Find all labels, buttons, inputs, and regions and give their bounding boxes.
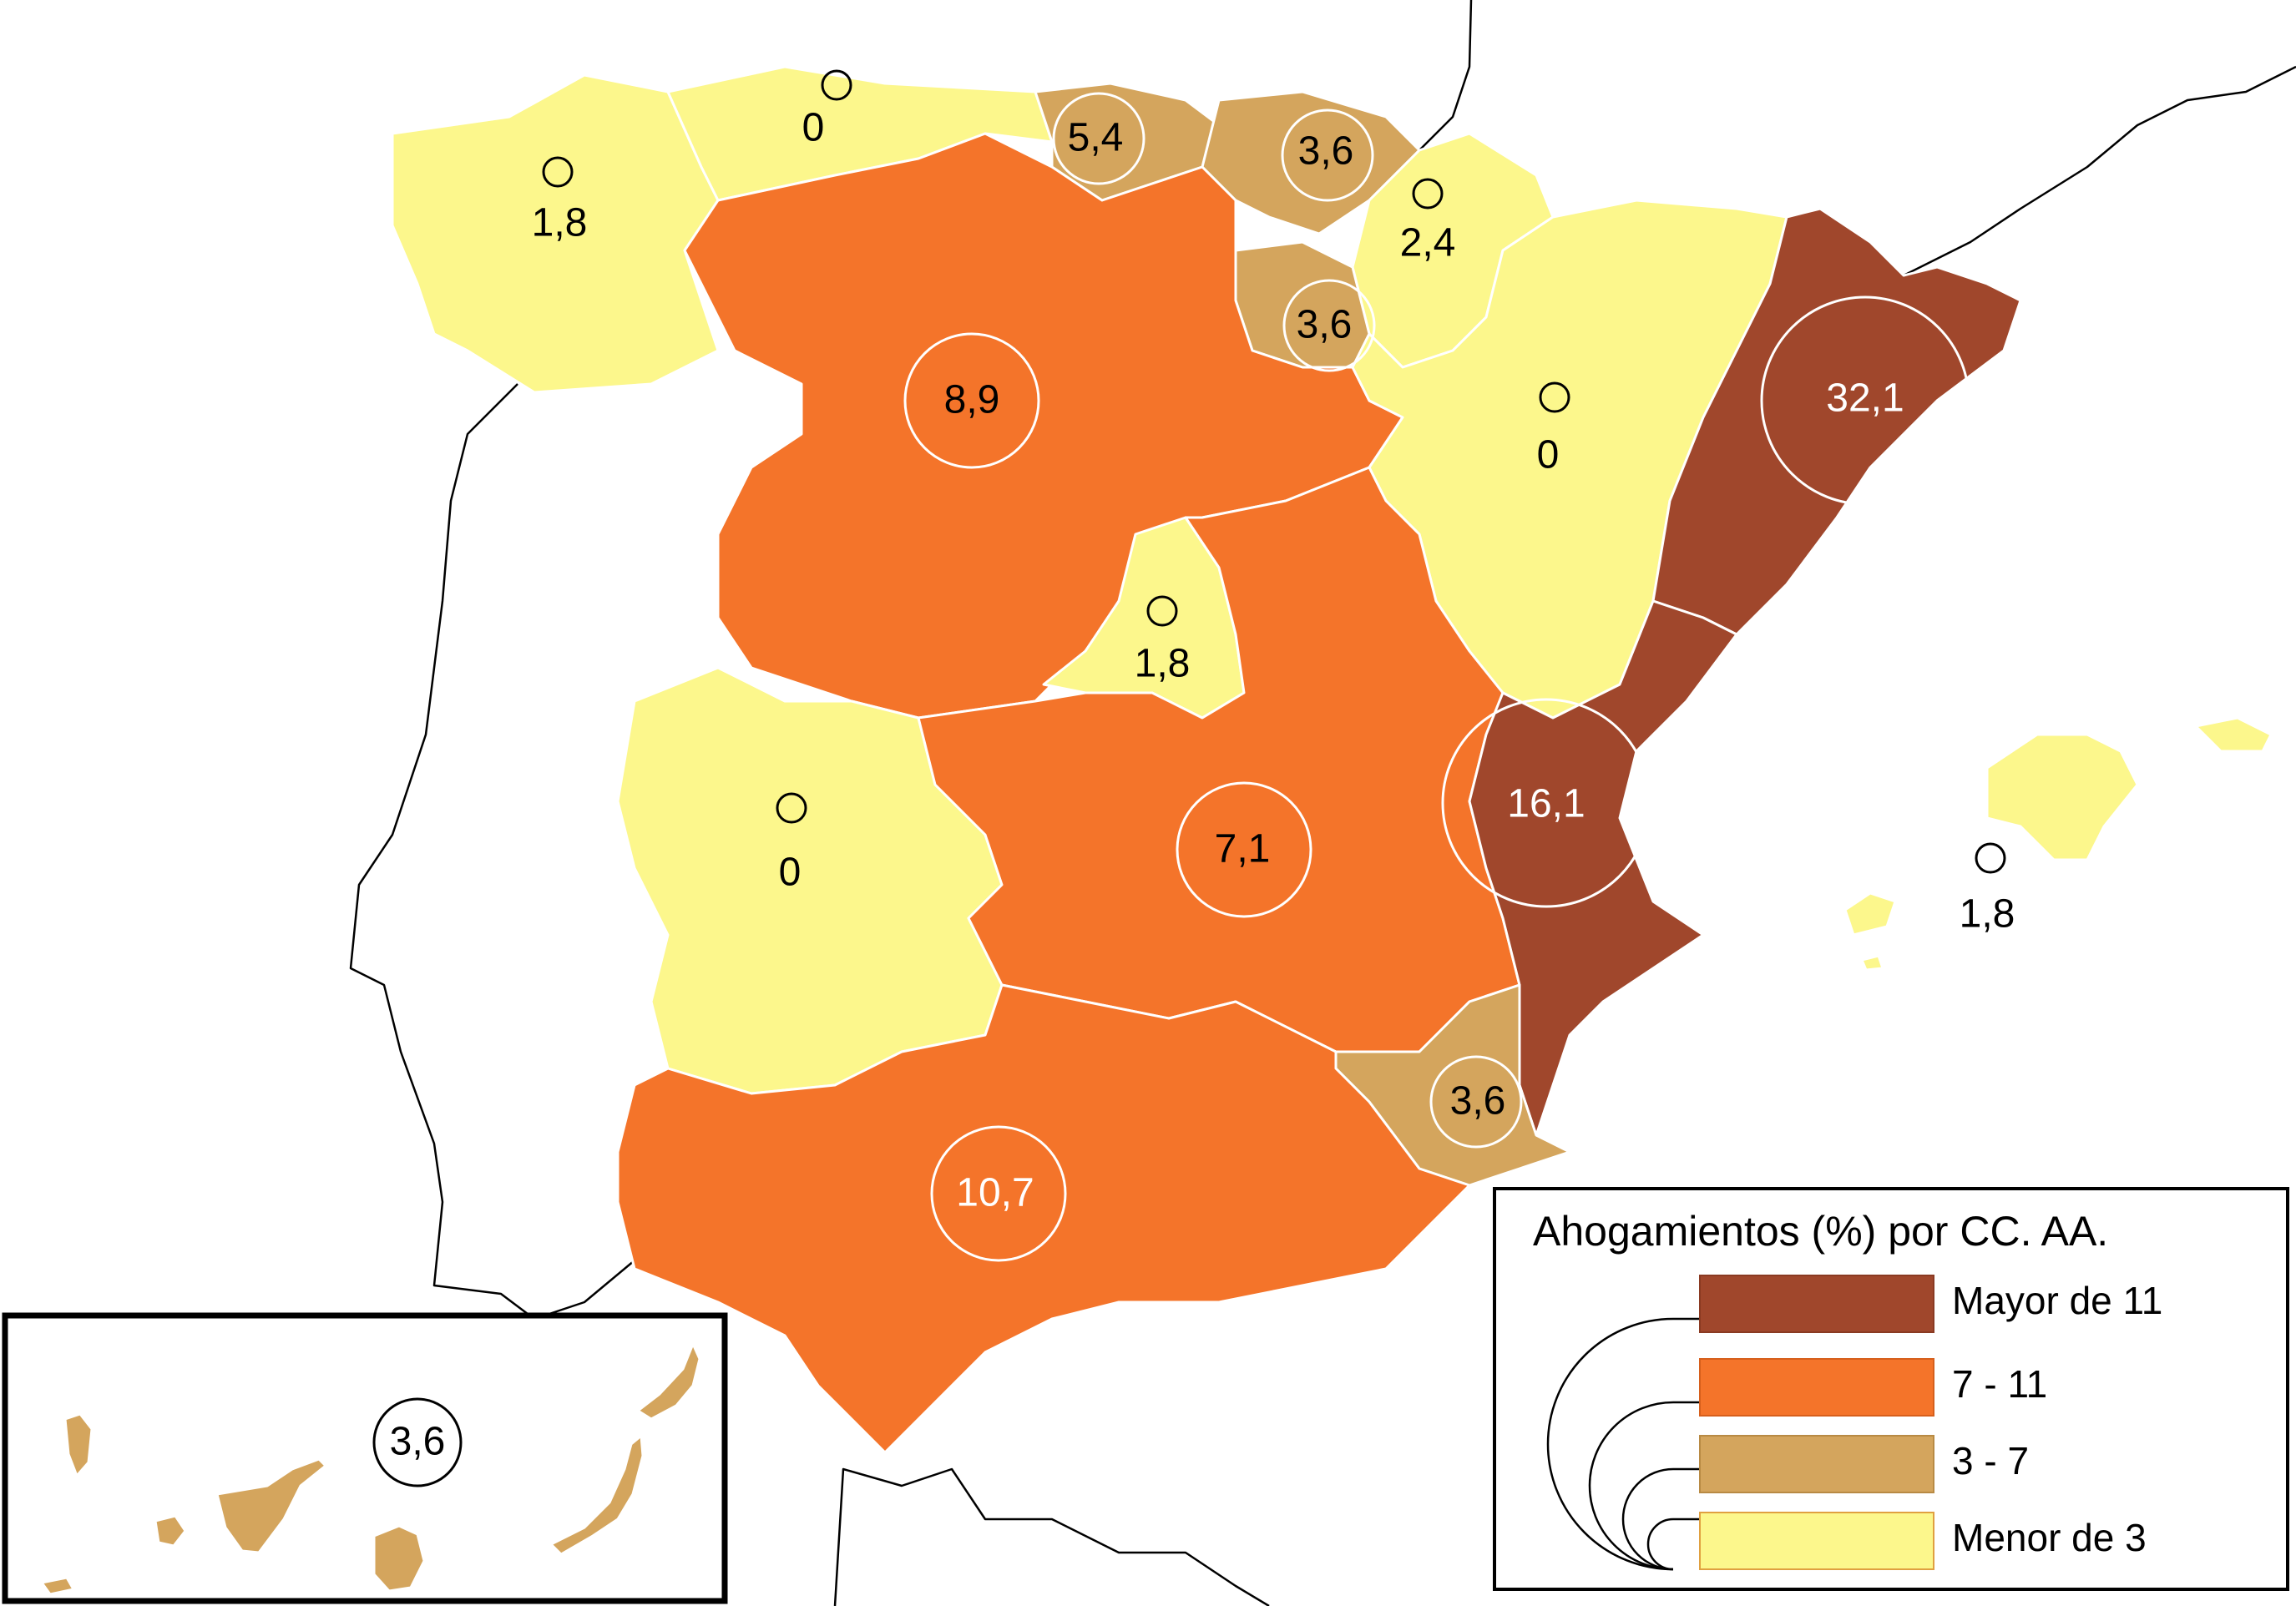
legend-label-menor-de-3: Menor de 3: [1952, 1516, 2147, 1559]
value-castilla-y-leon: 8,9: [944, 378, 1000, 422]
legend-scale-circle-largest: [1546, 1317, 1674, 1571]
morocco-coast-outline: [833, 1467, 1270, 1606]
value-murcia: 3,6: [1450, 1079, 1506, 1124]
value-extremadura: 0: [779, 851, 802, 895]
circle-aragon: [1539, 381, 1570, 413]
legend-title: Ahogamientos (%) por CC. AA.: [1533, 1208, 2108, 1255]
value-cantabria: 5,4: [1068, 116, 1124, 160]
circle-valencia: [1441, 698, 1651, 908]
value-cataluna: 32,1: [1826, 376, 1904, 421]
region-baleares-mallorca: [1985, 733, 2139, 861]
legend-scale-circle-medium: [1621, 1467, 1674, 1571]
region-baleares-menorca: [2194, 716, 2273, 753]
circle-navarra: [1412, 178, 1444, 210]
region-andalucia: [616, 983, 1471, 1454]
value-madrid: 1,8: [1135, 642, 1191, 686]
legend-scale-circle-small: [1646, 1518, 1674, 1571]
region-baleares-formentera: [1860, 954, 1884, 972]
circle-pais-vasco: [1281, 109, 1374, 202]
circle-murcia: [1429, 1055, 1523, 1149]
region-baleares-ibiza: [1843, 891, 1897, 937]
circle-la-rioja: [1282, 279, 1376, 372]
value-asturias: 0: [802, 106, 825, 150]
value-baleares: 1,8: [1960, 892, 2015, 937]
canarias-island-la-gomera: [154, 1514, 187, 1548]
regions: [391, 65, 2273, 1454]
canarias-inset-frame: [2, 1312, 728, 1604]
value-castilla-la-mancha: 7,1: [1215, 827, 1271, 871]
circle-castilla-la-mancha: [1176, 781, 1312, 918]
proportional-circles: [542, 69, 2006, 1262]
region-valencia: [1468, 599, 1738, 1137]
legend-swatch-menor-de-3: [1699, 1512, 1934, 1570]
value-canarias: 3,6: [390, 1420, 446, 1464]
circle-extremadura: [776, 792, 807, 824]
portugal-coast-outline: [349, 383, 635, 1321]
coastline: [349, 0, 2296, 1606]
canarias-inset: 3,6: [2, 1312, 728, 1604]
value-galicia: 1,8: [532, 201, 588, 245]
legend-swatch-3-7: [1699, 1435, 1934, 1493]
canarias-island-tenerife: [215, 1457, 327, 1554]
circle-galicia: [542, 156, 574, 188]
region-galicia: [391, 73, 720, 394]
value-aragon: 0: [1537, 433, 1560, 477]
value-navarra: 2,4: [1400, 221, 1456, 265]
canarias-island-la-palma: [63, 1412, 94, 1477]
circle-cantabria: [1052, 92, 1145, 185]
circle-madrid: [1146, 595, 1178, 627]
canarias-island-fuerteventura: [549, 1434, 645, 1556]
legend-scale-circle-large: [1588, 1401, 1674, 1571]
canarias-island-gran-canaria: [372, 1524, 426, 1593]
circle-baleares: [1975, 842, 2006, 874]
value-valencia: 16,1: [1507, 782, 1585, 826]
legend-label-mayor-de-11: Mayor de 11: [1952, 1279, 2162, 1322]
circle-andalucia: [930, 1125, 1067, 1262]
value-la-rioja: 3,6: [1297, 303, 1353, 347]
canarias-island-lanzarote: [636, 1342, 701, 1421]
legend-label-7-11: 7 - 11: [1952, 1362, 2047, 1406]
legend-circle-scale: [1546, 1317, 1700, 1571]
canarias-island-el-hierro: [40, 1576, 75, 1596]
legend-swatch-7-11: [1699, 1358, 1934, 1417]
legend: Ahogamientos (%) por CC. AA. Mayor de 11…: [1493, 1187, 2289, 1591]
legend-label-3-7: 3 - 7: [1952, 1439, 2029, 1482]
region-cataluna: [1651, 207, 2022, 636]
circle-asturias: [821, 69, 852, 101]
legend-swatch-mayor-de-11: [1699, 1275, 1934, 1333]
circle-castilla-y-leon: [903, 332, 1040, 469]
value-pais-vasco: 3,6: [1298, 129, 1354, 174]
region-values: 1,8 0 5,4 3,6 2,4 3,6 8,9 0 32,1 1,8 0 7…: [532, 106, 2015, 1215]
mediterranean-coast-outline: [1903, 65, 2296, 277]
circle-cataluna: [1760, 295, 1970, 506]
circle-canarias: [372, 1397, 463, 1487]
value-andalucia: 10,7: [956, 1171, 1034, 1215]
